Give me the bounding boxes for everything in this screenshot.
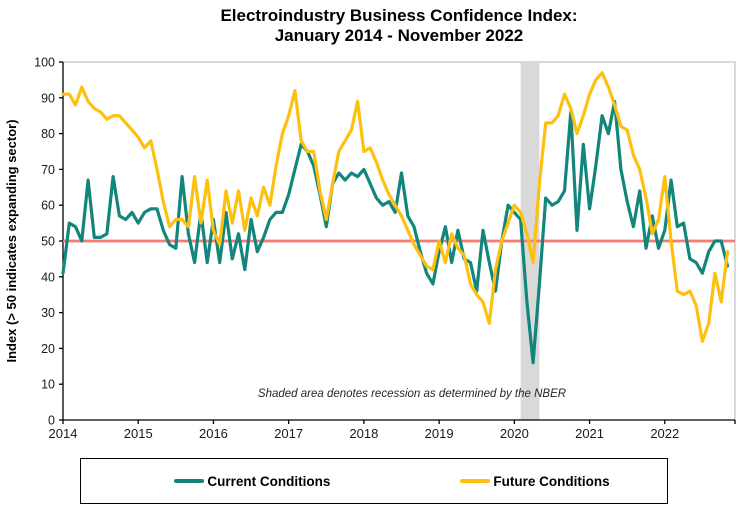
plot-border <box>63 61 736 420</box>
future-conditions-line-swatch <box>460 479 491 483</box>
x-tick-label: 2014 <box>49 426 78 441</box>
y-tick-label: 60 <box>41 199 55 213</box>
y-axis-title: Index (> 50 indicates expanding sector) <box>4 119 19 362</box>
x-tick-label: 2020 <box>500 426 529 441</box>
y-tick-label: 50 <box>41 235 55 249</box>
confidence-index-chart: 0 10 20 30 40 50 60 70 80 90 100 2014 2015 2016 2017 20… <box>4 56 736 441</box>
series-lines-layer <box>61 71 730 365</box>
current-conditions-line-swatch <box>174 479 205 483</box>
legend-label-current-conditions: Current Conditions <box>207 473 331 489</box>
current-conditions-line <box>61 99 730 365</box>
x-tick-label: 2019 <box>425 426 454 441</box>
chart-title-line1: Electroindustry Business Confidence Inde… <box>220 6 578 25</box>
x-tick-label: 2016 <box>199 426 228 441</box>
legend-item-current-conditions: Current Conditions <box>174 474 330 489</box>
future-conditions-line <box>61 71 730 343</box>
chart-title-line2: January 2014 - November 2022 <box>274 26 524 45</box>
y-tick-label: 30 <box>41 306 55 320</box>
x-tick-label: 2018 <box>349 426 378 441</box>
y-tick-label: 80 <box>41 127 55 141</box>
y-tick-label: 10 <box>41 378 55 392</box>
y-tick-label: 40 <box>41 270 55 284</box>
legend-label-future-conditions: Future Conditions <box>493 473 610 489</box>
chart-legend: Current Conditions Future Conditions <box>80 458 668 504</box>
y-tick-label: 100 <box>34 56 55 70</box>
x-tick-label: 2015 <box>124 426 153 441</box>
x-tick-label: 2022 <box>650 426 679 441</box>
chart-title: Electroindustry Business Confidence Inde… <box>56 6 742 46</box>
y-tick-label: 20 <box>41 342 55 356</box>
axis-ticks-layer: 0 10 20 30 40 50 60 70 80 90 100 2014 2015 2016 2017 20… <box>34 56 736 441</box>
nber-recession-note: Shaded area denotes recession as determi… <box>258 388 566 400</box>
y-tick-label: 90 <box>41 91 55 105</box>
x-tick-label: 2021 <box>575 426 604 441</box>
y-tick-label: 0 <box>48 414 55 428</box>
legend-item-future-conditions: Future Conditions <box>460 473 610 489</box>
x-tick-label: 2017 <box>274 426 303 441</box>
y-tick-label: 70 <box>41 163 55 177</box>
